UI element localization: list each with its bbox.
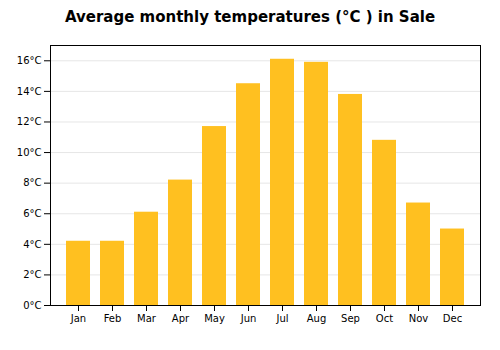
svg-text:Mar: Mar xyxy=(137,313,157,324)
svg-text:May: May xyxy=(204,313,225,324)
svg-text:14°C: 14°C xyxy=(17,86,42,97)
svg-text:Sep: Sep xyxy=(341,313,360,324)
svg-text:16°C: 16°C xyxy=(17,55,42,66)
svg-text:Jan: Jan xyxy=(70,313,86,324)
svg-text:Dec: Dec xyxy=(443,313,462,324)
svg-text:8°C: 8°C xyxy=(23,177,41,188)
svg-text:4°C: 4°C xyxy=(23,239,41,250)
svg-text:2°C: 2°C xyxy=(23,269,41,280)
svg-text:10°C: 10°C xyxy=(17,147,42,158)
svg-text:12°C: 12°C xyxy=(17,116,42,127)
svg-text:Oct: Oct xyxy=(376,313,393,324)
svg-text:Jul: Jul xyxy=(275,313,288,324)
svg-text:Jun: Jun xyxy=(240,313,257,324)
svg-text:Apr: Apr xyxy=(172,313,190,324)
svg-text:Feb: Feb xyxy=(104,313,122,324)
svg-text:Nov: Nov xyxy=(409,313,429,324)
html-text:Average monthly temperatures (: Average monthly temperatures (°C ) in Sa… xyxy=(64,8,436,26)
svg-text:0°C: 0°C xyxy=(23,300,41,311)
svg-text:Aug: Aug xyxy=(307,313,327,324)
svg-text:6°C: 6°C xyxy=(23,208,41,219)
